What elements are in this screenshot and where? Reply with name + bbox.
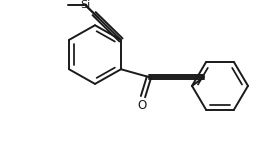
Text: Si: Si — [81, 0, 91, 10]
Text: O: O — [137, 99, 147, 112]
